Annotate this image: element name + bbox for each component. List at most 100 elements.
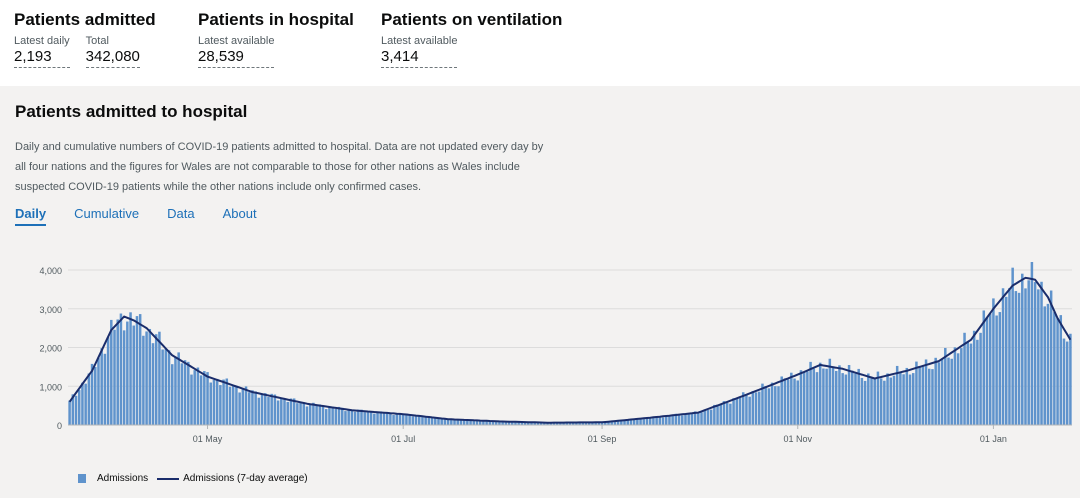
admissions-bar <box>219 385 222 425</box>
admissions-bar <box>677 414 681 425</box>
admissions-bar <box>988 313 992 425</box>
admissions-bar <box>607 421 610 425</box>
tab-data[interactable]: Data <box>167 206 195 221</box>
admissions-bar <box>944 347 947 425</box>
admissions-bar <box>780 376 783 425</box>
admissions-bar <box>434 417 437 425</box>
admissions-bar <box>161 349 164 425</box>
admissions-bar <box>889 377 893 425</box>
admissions-bar <box>331 406 334 425</box>
admissions-bar <box>215 378 219 425</box>
admissions-bar <box>174 356 177 425</box>
admissions-bar <box>94 366 97 425</box>
admissions-chart: 0 1,000 2,000 3,000 4,000 01 May 01 Jul 01 Sep 0… <box>39 262 1072 444</box>
patients-in-hospital-title: Patients in hospital <box>198 10 354 29</box>
admissions-bar <box>793 378 796 425</box>
admissions-bar <box>379 411 382 425</box>
admissions-bar <box>851 370 854 425</box>
admissions-bar <box>206 372 209 425</box>
ventilation-label: Latest available <box>381 35 458 47</box>
admissions-bar <box>597 422 601 425</box>
latest-daily-value[interactable]: 2,193 <box>14 48 70 68</box>
admissions-bar <box>437 418 440 425</box>
tab-daily[interactable]: Daily <box>15 206 47 226</box>
admissions-bar <box>1043 306 1046 425</box>
admissions-bar <box>543 422 546 425</box>
y-tick-label: 2,000 <box>39 344 62 354</box>
admissions-bar <box>931 369 934 425</box>
admissions-bar <box>581 422 585 425</box>
admissions-bar <box>90 363 94 425</box>
admissions-bar <box>97 357 100 425</box>
admissions-bar <box>110 319 113 425</box>
admissions-bar <box>655 416 658 425</box>
admissions-bar <box>244 386 248 425</box>
admissions-bar <box>969 343 973 425</box>
admissions-bar <box>741 392 745 425</box>
admissions-bar <box>373 413 376 425</box>
admissions-bar <box>87 373 91 425</box>
admissions-bar <box>68 400 71 425</box>
admissions-bar <box>908 374 912 425</box>
admissions-bar <box>235 385 238 425</box>
admissions-bar <box>838 365 841 425</box>
admissions-bar <box>918 366 921 425</box>
admissions-bar <box>270 393 273 425</box>
admissions-bar <box>353 411 357 425</box>
admissions-bar <box>276 400 280 425</box>
admissions-bar <box>632 419 636 425</box>
tab-cumulative[interactable]: Cumulative <box>74 206 140 221</box>
admissions-bar <box>212 379 216 425</box>
admissions-bar <box>668 415 671 425</box>
ventilation-value[interactable]: 3,414 <box>381 48 458 68</box>
admissions-bar <box>1049 290 1053 425</box>
admissions-bar <box>1040 281 1043 425</box>
admissions-bar <box>725 402 729 425</box>
admissions-bar <box>719 404 723 425</box>
legend-bars-label: Admissions <box>97 473 149 484</box>
admissions-bar <box>369 411 373 425</box>
admissions-bar <box>100 348 103 425</box>
tab-about[interactable]: About <box>222 206 257 221</box>
admissions-bar <box>260 394 264 425</box>
admissions-bar <box>273 394 277 425</box>
admissions-bar <box>806 371 809 425</box>
admissions-bar <box>103 353 107 425</box>
admissions-bar <box>774 386 777 425</box>
admissions-bar <box>119 313 123 425</box>
admissions-bar <box>135 316 139 425</box>
admissions-bar <box>357 409 360 425</box>
admissions-bar <box>430 417 434 425</box>
total-value[interactable]: 342,080 <box>85 48 140 68</box>
admissions-bar <box>636 418 639 425</box>
chart-legend: Admissions Admissions (7-day average) <box>78 473 308 484</box>
admissions-bar <box>1065 341 1069 425</box>
admissions-bar <box>639 418 642 425</box>
admissions-bar <box>251 390 254 425</box>
admissions-bar <box>247 392 251 425</box>
admissions-bar <box>754 392 758 425</box>
admissions-bar <box>732 398 735 425</box>
admissions-bar <box>703 409 706 425</box>
admissions-bar <box>979 332 982 425</box>
in-hospital-value[interactable]: 28,539 <box>198 48 275 68</box>
admissions-bar <box>414 415 418 425</box>
admissions-bar <box>863 380 867 425</box>
card-title: Patients admitted to hospital <box>15 102 248 121</box>
admissions-bar <box>809 361 812 425</box>
card-description: Daily and cumulative numbers of COVID-19… <box>15 141 544 193</box>
admissions-bar <box>1008 288 1011 425</box>
total-label: Total <box>85 35 109 47</box>
admissions-bar <box>825 368 828 425</box>
admissions-bar <box>389 412 392 425</box>
y-tick-label: 3,000 <box>39 305 62 315</box>
admissions-bar <box>225 378 229 425</box>
admissions-bar <box>289 398 293 425</box>
admissions-bar <box>972 330 976 425</box>
admissions-bar <box>167 350 171 425</box>
admissions-bar <box>350 410 354 425</box>
admissions-bar <box>504 421 508 425</box>
admissions-bar <box>822 368 825 425</box>
admissions-bar <box>571 422 575 425</box>
admissions-bar <box>902 374 905 425</box>
